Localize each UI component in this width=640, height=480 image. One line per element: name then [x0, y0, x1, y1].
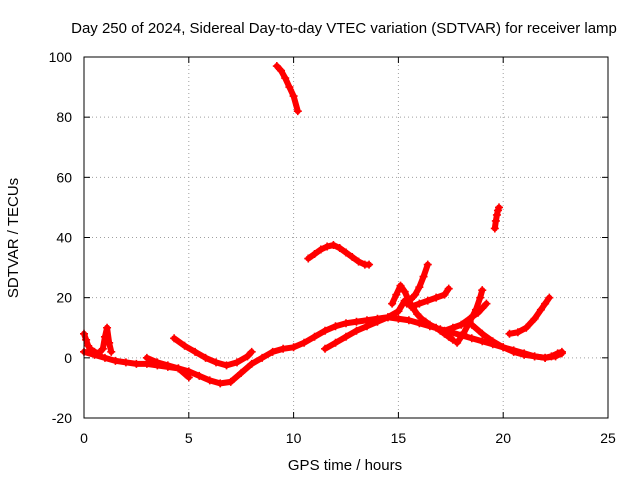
data-point	[495, 203, 504, 212]
series-arc-peak-c	[406, 284, 453, 311]
x-tick-label: 20	[495, 430, 511, 446]
y-tick-label: -20	[52, 410, 72, 426]
x-tick-label: 25	[600, 430, 616, 446]
series-arc-peak-b	[402, 260, 432, 308]
x-tick-label: 15	[391, 430, 407, 446]
x-axis-label: GPS time / hours	[288, 457, 402, 474]
plot-area-border	[83, 56, 609, 419]
grid-lines	[84, 57, 608, 418]
data-point	[293, 107, 302, 116]
y-tick-label: 80	[56, 109, 72, 125]
y-tick-label: 0	[64, 350, 72, 366]
y-tick-label: 40	[56, 230, 72, 246]
series-arc-high	[272, 62, 302, 116]
series-arc-late-rise	[505, 293, 554, 338]
y-axis-label: SDTVAR / TECUs	[5, 178, 22, 298]
series-arc-rise-a	[321, 296, 409, 353]
data-point	[478, 286, 487, 295]
data-point	[107, 347, 116, 356]
data-point	[557, 347, 566, 356]
data-point	[423, 260, 432, 269]
data-point	[184, 373, 193, 382]
y-tick-label: 100	[49, 49, 73, 65]
y-tick-label: 60	[56, 169, 72, 185]
y-tick-label: 20	[56, 290, 72, 306]
chart-title: Day 250 of 2024, Sidereal Day-to-day VTE…	[71, 20, 617, 37]
series-arc-spike-b	[490, 203, 504, 233]
data-point	[444, 284, 453, 293]
data-point	[247, 347, 256, 356]
data-point	[365, 260, 374, 269]
series-arc-dip-b	[170, 334, 256, 370]
series-arc-mid	[304, 241, 374, 269]
y-tick-labels: -20 0 20 40 60 80 100	[49, 49, 73, 426]
data-point	[545, 293, 554, 302]
series-arc-dip-a	[142, 353, 193, 382]
x-tick-label: 10	[286, 430, 302, 446]
data-point	[482, 299, 491, 308]
series-segment	[395, 297, 408, 315]
x-tick-label: 5	[185, 430, 193, 446]
data-points	[80, 62, 566, 388]
series-arc-late	[467, 320, 566, 362]
series-arc-mid-b	[440, 299, 491, 335]
series-arc-early-spikes	[80, 323, 116, 358]
x-tick-labels: 0 5 10 15 20 25	[80, 430, 616, 446]
x-tick-label: 0	[80, 430, 88, 446]
series-segment	[175, 365, 192, 381]
